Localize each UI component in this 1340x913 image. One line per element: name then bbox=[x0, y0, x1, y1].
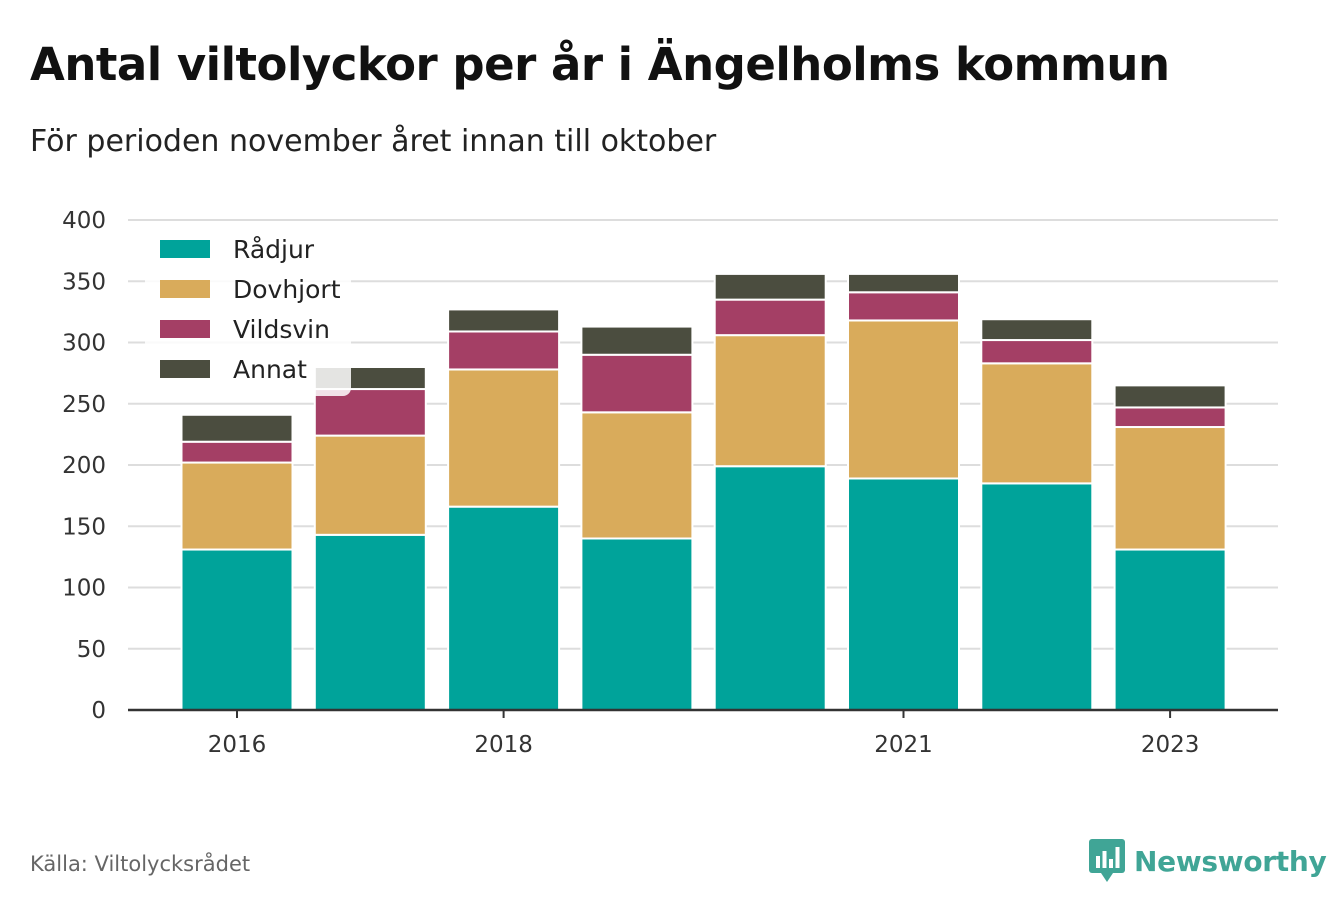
bar-segment bbox=[980, 482, 1094, 711]
y-axis-ticks: 0 50 100 150 200 250 300 350 400 bbox=[62, 208, 106, 724]
legend-label: Annat bbox=[233, 355, 307, 384]
bar-segment bbox=[447, 330, 561, 371]
bar-segment bbox=[1113, 548, 1227, 712]
legend: Rådjur Dovhjort Vildsvin Annat bbox=[145, 228, 351, 396]
bar-segment bbox=[447, 368, 561, 508]
y-tick-label: 250 bbox=[62, 392, 106, 418]
bar-segment bbox=[313, 533, 427, 712]
bar-segment bbox=[180, 413, 294, 443]
bar-segment bbox=[313, 388, 427, 437]
y-tick-label: 400 bbox=[62, 208, 106, 234]
x-tick-label: 2023 bbox=[1141, 732, 1200, 758]
bar-segment bbox=[580, 325, 694, 356]
chart-subtitle: För perioden november året innan till ok… bbox=[30, 124, 717, 159]
bar-segment bbox=[713, 465, 827, 711]
bar-segment bbox=[1113, 384, 1227, 409]
bar-segment bbox=[180, 440, 294, 464]
legend-swatch bbox=[160, 240, 210, 258]
bar-segment bbox=[847, 319, 960, 480]
legend-label: Rådjur bbox=[233, 235, 315, 264]
bar-segment bbox=[447, 308, 561, 333]
legend-swatch bbox=[160, 320, 210, 338]
legend-background bbox=[145, 228, 351, 396]
y-tick-label: 350 bbox=[62, 269, 106, 295]
newsworthy-logo-icon bbox=[1089, 839, 1125, 882]
legend-label: Dovhjort bbox=[233, 275, 341, 304]
chart-title: Antal viltolyckor per år i Ängelholms ko… bbox=[30, 38, 1170, 91]
bar-segment bbox=[580, 411, 694, 540]
bar-segment bbox=[980, 318, 1094, 342]
bar-segment bbox=[847, 272, 960, 294]
bar-segment bbox=[580, 537, 694, 711]
brand-logo: Newsworthy bbox=[1088, 838, 1327, 884]
bar-segment bbox=[847, 477, 960, 711]
bar-segment bbox=[980, 362, 1094, 485]
bar-segment bbox=[180, 461, 294, 551]
bar-segment bbox=[447, 505, 561, 711]
bar-segment bbox=[713, 272, 827, 301]
bar-segment bbox=[1113, 406, 1227, 429]
bar-segment bbox=[180, 548, 294, 712]
bar-segment bbox=[847, 291, 960, 322]
x-axis-ticks: 2016 2018 2021 2023 bbox=[208, 710, 1200, 758]
legend-label: Vildsvin bbox=[233, 315, 330, 344]
x-tick-label: 2018 bbox=[474, 732, 533, 758]
brand-name: Newsworthy bbox=[1134, 844, 1327, 878]
y-tick-label: 200 bbox=[62, 453, 106, 479]
legend-swatch bbox=[160, 360, 210, 378]
source-note: Källa: Viltolycksrådet bbox=[30, 852, 251, 876]
bar-segment bbox=[313, 434, 427, 536]
bar-segment bbox=[580, 353, 694, 414]
y-tick-label: 300 bbox=[62, 331, 106, 357]
y-tick-label: 0 bbox=[91, 698, 106, 724]
bar-segment bbox=[713, 334, 827, 468]
bars bbox=[180, 272, 1227, 712]
bar-segment bbox=[713, 298, 827, 337]
x-tick-label: 2021 bbox=[874, 732, 933, 758]
x-tick-label: 2016 bbox=[208, 732, 267, 758]
bar-segment bbox=[1113, 426, 1227, 551]
legend-swatch bbox=[160, 280, 210, 298]
y-tick-label: 50 bbox=[77, 637, 106, 663]
y-tick-label: 150 bbox=[62, 514, 106, 540]
bar-segment bbox=[980, 339, 1094, 365]
y-tick-label: 100 bbox=[62, 576, 106, 602]
